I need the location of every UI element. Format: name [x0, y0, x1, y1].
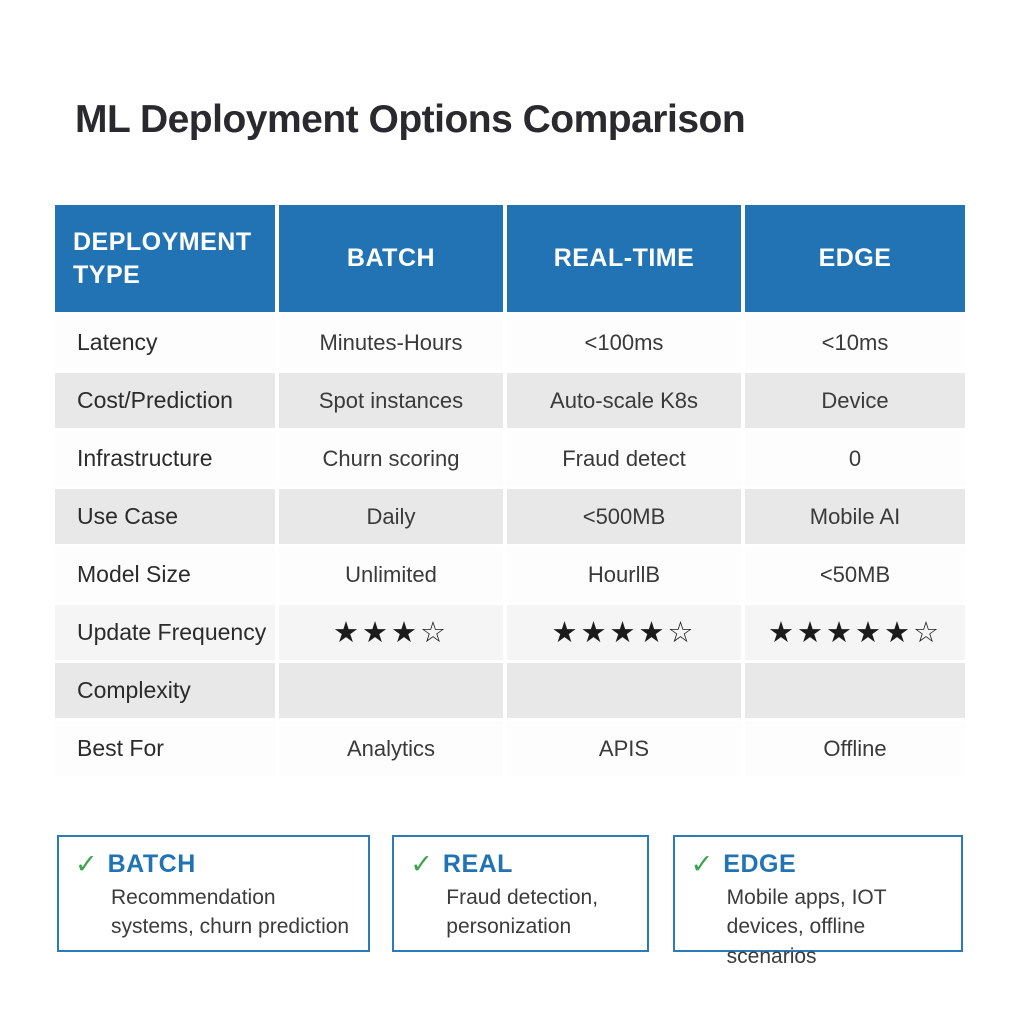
checkmark-icon: ✓	[75, 849, 98, 879]
cell-value: Fraud detect	[505, 429, 745, 489]
comparison-table: DEPLOYMENT TYPE BATCH REAL-TIME EDGE Lat…	[55, 205, 965, 779]
row-label: Infrastructure	[55, 429, 279, 489]
cell-value: Minutes-Hours	[277, 313, 507, 373]
column-header-real-time: REAL-TIME	[505, 205, 745, 315]
table-row-infrastructure: Infrastructure Churn scoring Fraud detec…	[55, 429, 965, 489]
row-label: Complexity	[55, 661, 279, 721]
checkmark-icon: ✓	[690, 849, 714, 879]
row-label: Update Frequency	[55, 603, 279, 663]
cell-value: APIS	[505, 719, 745, 779]
checkmark-icon: ✓	[410, 849, 433, 879]
cell-value: Mobile AI	[743, 487, 965, 547]
cell-value: <10ms	[743, 313, 965, 373]
card-title: BATCH	[107, 850, 196, 878]
summary-cards: ✓ BATCH Recommendation systems, churn pr…	[57, 835, 963, 968]
cell-value: Device	[743, 371, 965, 431]
row-label: Use Case	[55, 487, 279, 547]
table-row-use-case: Use Case Daily <500MB Mobile AI	[55, 487, 965, 547]
row-label: Cost/Prediction	[55, 371, 279, 431]
column-header-batch: BATCH	[277, 205, 507, 315]
star-rating-edge: ★★★★★☆	[743, 603, 965, 663]
table-row-update-frequency: Update Frequency ★★★☆ ★★★★☆ ★★★★★☆	[55, 603, 965, 663]
cell-value	[277, 661, 507, 721]
cell-value	[743, 661, 965, 721]
cell-value: HourllB	[505, 545, 745, 605]
card-title: REAL	[442, 850, 513, 878]
row-label: Latency	[55, 313, 279, 373]
summary-card-edge: ✓ EDGE Mobile apps, IOT devices, offline…	[672, 835, 963, 968]
card-description: Mobile apps, IOT devices, offline scenar…	[726, 886, 887, 968]
table-row-cost-prediction: Cost/Prediction Spot instances Auto-scal…	[55, 371, 965, 431]
cell-value: <500MB	[505, 487, 745, 547]
star-rating-batch: ★★★☆	[277, 603, 507, 663]
summary-card-real: ✓ REAL Fraud detection, personization	[392, 835, 649, 952]
cell-value: <100ms	[505, 313, 745, 373]
cell-value: <50MB	[743, 545, 965, 605]
cell-value: Analytics	[277, 719, 507, 779]
row-label: Model Size	[55, 545, 279, 605]
cell-value: Offline	[743, 719, 965, 779]
card-title: EDGE	[723, 850, 797, 878]
table-row-complexity: Complexity	[55, 661, 965, 721]
cell-value: 0	[743, 429, 965, 489]
star-rating-real-time: ★★★★☆	[505, 603, 745, 663]
table-row-best-for: Best For Analytics APIS Offline	[55, 719, 965, 779]
cell-value: Auto-scale K8s	[505, 371, 745, 431]
table-row-latency: Latency Minutes-Hours <100ms <10ms	[55, 313, 965, 373]
column-header-edge: EDGE	[743, 205, 965, 315]
row-label: Best For	[55, 719, 279, 779]
cell-value: Unlimited	[277, 545, 507, 605]
column-header-deployment-type: DEPLOYMENT TYPE	[55, 205, 279, 315]
cell-value: Daily	[277, 487, 507, 547]
cell-value: Churn scoring	[277, 429, 507, 489]
page-title: ML Deployment Options Comparison	[75, 98, 746, 141]
table-row-model-size: Model Size Unlimited HourllB <50MB	[55, 545, 965, 605]
card-description: Fraud detection, personization	[446, 886, 599, 939]
summary-card-batch: ✓ BATCH Recommendation systems, churn pr…	[57, 835, 371, 952]
table-header-row: DEPLOYMENT TYPE BATCH REAL-TIME EDGE	[55, 205, 965, 315]
cell-value: Spot instances	[277, 371, 507, 431]
cell-value	[505, 661, 745, 721]
card-description: Recommendation systems, churn prediction	[111, 886, 350, 939]
